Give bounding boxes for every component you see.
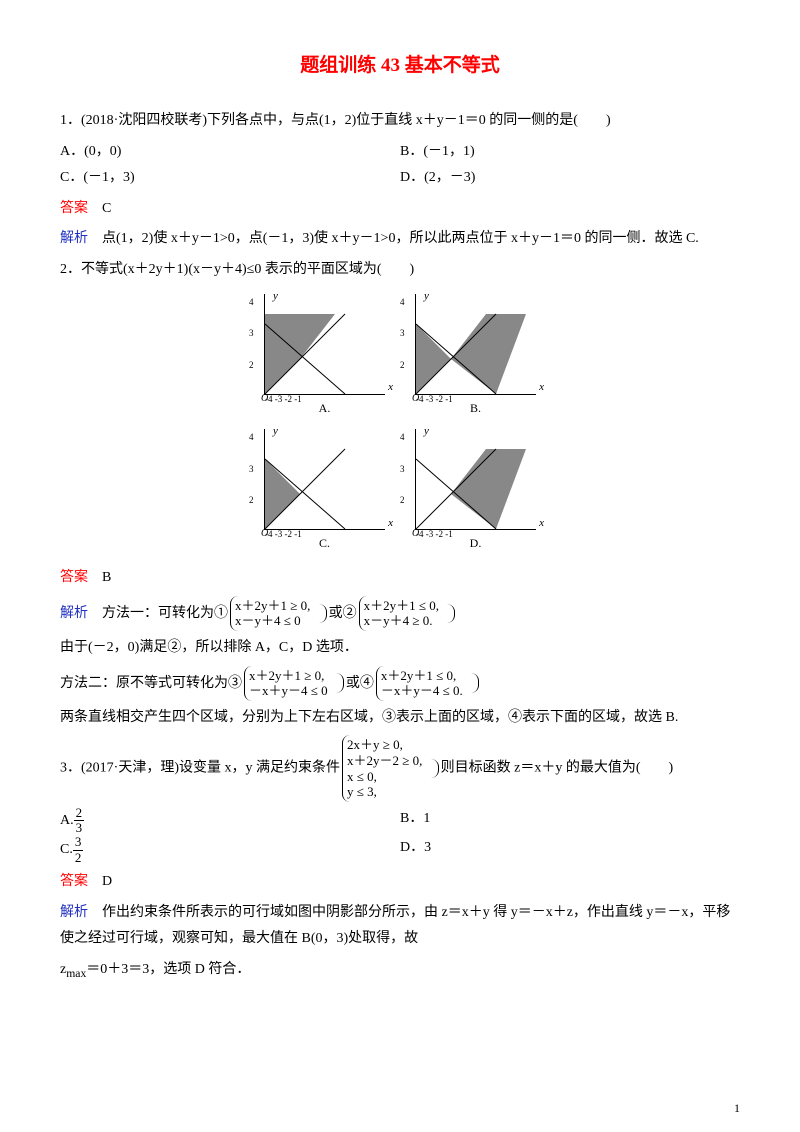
q1-explain: 点(1，2)使 x＋y－1>0，点(－1，3)使 x＋y－1>0，所以此两点位于… xyxy=(102,231,699,246)
q3-a: 3．(2017·天津，理)设变量 x，y 满足约束条件 xyxy=(60,761,340,776)
q2-m2b: 两条直线相交产生四个区域，分别为上下左右区域，③表示上面的区域，④表示下面的区域… xyxy=(60,705,740,732)
answer-label: 答案 xyxy=(60,570,88,585)
q2-figure-row2: yxO 432 -4 -3 -2 -1 C. yxO 432 -4 -3 -2 … xyxy=(60,429,740,555)
page-title: 题组训练 43 基本不等式 xyxy=(60,48,740,84)
q2-stem: 2．不等式(x＋2y＋1)(x－y＋4)≤0 表示的平面区域为( ) xyxy=(60,257,740,284)
answer-label: 答案 xyxy=(60,874,88,889)
q3-explain: 作出约束条件所表示的可行域如图中阴影部分所示，由 z＝x＋y 得 y＝－x＋z，… xyxy=(60,905,730,947)
explain-label: 解析 xyxy=(60,231,88,246)
explain-label: 解析 xyxy=(60,606,88,621)
q3-b: 则目标函数 z＝x＋y 的最大值为( ) xyxy=(441,761,674,776)
q3-opt-b: B．1 xyxy=(400,806,740,836)
fig-a: yxO 432 -4 -3 -2 -1 xyxy=(264,294,385,395)
q1-opt-b: B．(－1，1) xyxy=(400,139,740,166)
q3-answer: D xyxy=(102,874,112,889)
q3-opt-c: C.32 xyxy=(60,835,400,865)
page-number: 1 xyxy=(734,1097,740,1120)
q1-answer: C xyxy=(102,201,111,216)
q1-stem: 1．(2018·沈阳四校联考)下列各点中，与点(1，2)位于直线 x＋y－1＝0… xyxy=(60,108,740,135)
q2-m2a: 方法二：原不等式可转化为③ xyxy=(60,675,242,690)
q1-opt-a: A．(0，0) xyxy=(60,139,400,166)
q3-opt-a: A.23 xyxy=(60,806,400,836)
q3-opt-d: D．3 xyxy=(400,835,740,865)
q1-opt-c: C．(－1，3) xyxy=(60,165,400,192)
fig-b: yxO 432 -4 -3 -2 -1 xyxy=(415,294,536,395)
q2-m1a: 方法一：可转化为① xyxy=(102,606,228,621)
q2-m1b: 由于(－2，0)满足②，所以排除 A，C，D 选项． xyxy=(60,635,740,662)
answer-label: 答案 xyxy=(60,201,88,216)
q2-figure-row1: yxO 432 -4 -3 -2 -1 A. yxO 432 -4 -3 -2 … xyxy=(60,294,740,420)
explain-label: 解析 xyxy=(60,905,88,920)
q1-opt-d: D．(2，－3) xyxy=(400,165,740,192)
fig-d: yxO 432 -4 -3 -2 -1 xyxy=(415,429,536,530)
fig-c: yxO 432 -4 -3 -2 -1 xyxy=(264,429,385,530)
q2-answer: B xyxy=(102,570,111,585)
